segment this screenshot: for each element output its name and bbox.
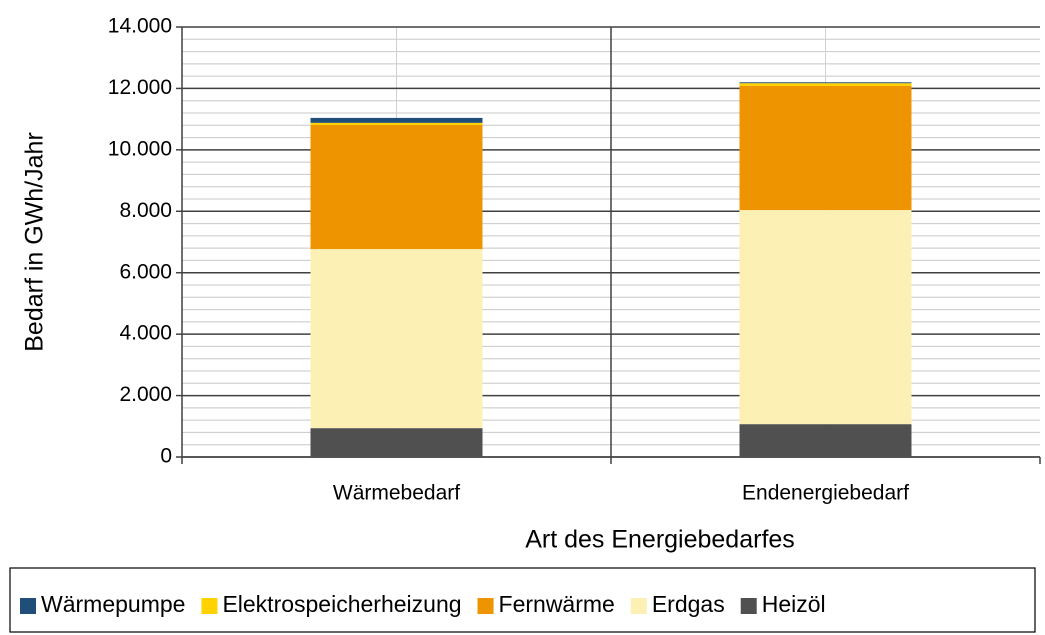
legend-swatch xyxy=(630,598,647,614)
y-tick-label: 0 xyxy=(160,445,172,468)
legend-label: Elektrospeicherheizung xyxy=(222,591,461,617)
bar-segment xyxy=(310,117,483,123)
bar-segment xyxy=(739,82,912,84)
bar-segment xyxy=(739,85,912,211)
bar-segment xyxy=(310,428,483,457)
y-tick-label: 8.000 xyxy=(119,199,172,222)
bar-segment xyxy=(739,424,912,457)
legend-swatch xyxy=(740,598,757,614)
legend-box xyxy=(9,567,1036,633)
legend-swatch xyxy=(477,598,494,614)
y-tick-label: 10.000 xyxy=(108,137,172,160)
y-tick-label: 4.000 xyxy=(119,322,172,345)
y-tick-label: 14.000 xyxy=(108,15,172,38)
y-tick-label: 12.000 xyxy=(108,76,172,99)
legend-swatch xyxy=(201,598,218,614)
x-tick-label: Endenergiebedarf xyxy=(742,482,909,505)
bar-segment xyxy=(310,124,483,250)
legend-swatch xyxy=(20,598,36,614)
legend-label: Heizöl xyxy=(762,591,826,617)
y-axis-title: Bedarf in GWh/Jahr xyxy=(21,132,49,352)
bar-segment xyxy=(739,210,912,425)
y-tick-label: 6.000 xyxy=(119,260,172,283)
bar-segment xyxy=(310,122,483,125)
y-tick-label: 2.000 xyxy=(119,383,172,406)
x-tick-label: Wärmebedarf xyxy=(333,482,460,505)
legend-label: Erdgas xyxy=(652,591,725,617)
legend-label: Wärmepumpe xyxy=(41,591,185,617)
legend-label: Fernwärme xyxy=(499,591,615,617)
bar-segment xyxy=(310,249,483,429)
x-axis-title: Art des Energiebedarfes xyxy=(525,526,795,554)
bar-segment xyxy=(739,83,912,86)
